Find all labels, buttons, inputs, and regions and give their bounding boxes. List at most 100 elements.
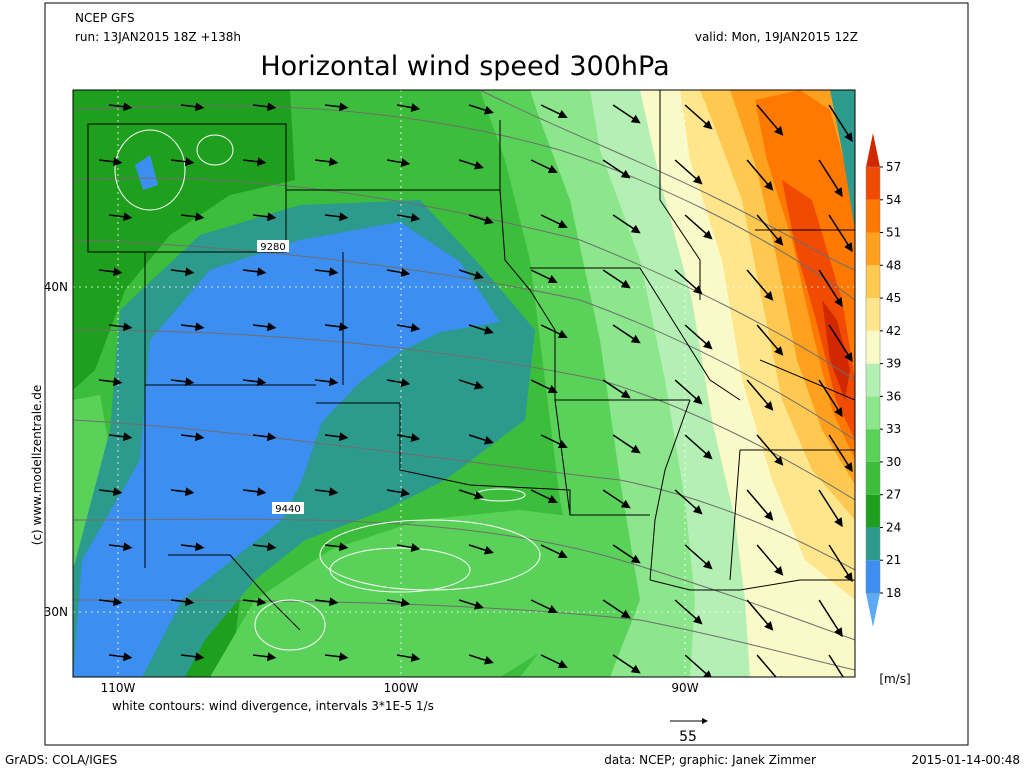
map-area (73, 90, 855, 677)
colorbar-bin (866, 429, 880, 462)
wind-vector (540, 434, 568, 449)
colorbar-tick-label: 51 (886, 226, 901, 240)
colorbar-bin (866, 593, 880, 627)
wind-vector (325, 542, 349, 552)
wind-vector (325, 102, 349, 112)
wind-vector (109, 652, 133, 662)
wind-vector (458, 489, 484, 500)
wind-vector (109, 432, 133, 442)
lon-label: 100W (384, 681, 419, 695)
field-fill (135, 155, 158, 190)
wind-vector (612, 544, 641, 564)
wind-vector (756, 104, 784, 136)
field-fill (822, 300, 850, 400)
wind-vector (612, 434, 641, 454)
wind-vector (325, 652, 349, 662)
wind-vector (396, 323, 421, 332)
divergence-contour (114, 129, 186, 211)
lon-label: 90W (671, 681, 698, 695)
wind-vector (171, 597, 195, 607)
wind-vector (243, 487, 267, 497)
wind-vector (468, 324, 494, 335)
wind-vector (109, 102, 133, 112)
wind-vector (540, 214, 568, 229)
wind-vector (468, 214, 494, 225)
wind-vector (109, 212, 133, 222)
height-contour (73, 518, 855, 641)
wind-vector (171, 267, 195, 277)
colorbar-tick-label: 27 (886, 488, 901, 502)
wind-vector (828, 214, 853, 253)
wind-vector (243, 267, 267, 277)
contour-label-box (272, 502, 304, 514)
wind-vector (756, 654, 784, 677)
wind-vector (109, 542, 133, 552)
divergence-contour (319, 519, 541, 591)
field-fill (210, 510, 620, 677)
field-fill (73, 222, 500, 677)
wind-vector (684, 434, 713, 460)
wind-vector (746, 489, 774, 521)
lon-label: 110W (101, 681, 136, 695)
colorbar-bin (866, 527, 880, 561)
colorbar-bin (866, 232, 880, 266)
colorbar-tick-label: 21 (886, 553, 901, 567)
divergence-note: white contours: wind divergence, interva… (112, 699, 434, 713)
contour-label: 9280 (260, 242, 285, 253)
wind-vector (530, 379, 558, 394)
wind-vector (674, 599, 703, 625)
wind-vector (458, 379, 484, 390)
field-fill (830, 90, 855, 230)
wind-vector (468, 104, 494, 115)
wind-vector (674, 489, 703, 515)
wind-vector (386, 158, 411, 167)
reference-vector-label: 55 (679, 729, 697, 745)
height-contour (73, 105, 855, 301)
wind-vector (386, 598, 411, 607)
wind-vector (612, 104, 641, 124)
wind-vector (602, 489, 631, 509)
colorbar-tick-label: 36 (886, 389, 901, 403)
wind-vector (171, 157, 195, 167)
wind-vector (828, 654, 845, 677)
colorbar-tick-label: 33 (886, 422, 901, 436)
wind-vector (612, 654, 641, 674)
wind-vector (315, 487, 339, 497)
wind-vector (99, 597, 123, 607)
wind-vector (315, 267, 339, 277)
run-label: run: 13JAN2015 18Z +138h (75, 30, 241, 44)
wind-vector (818, 489, 843, 528)
wind-vector (109, 322, 133, 332)
wind-vector (458, 159, 484, 170)
wind-vector (243, 157, 267, 167)
wind-vector (396, 543, 421, 552)
wind-vector (530, 159, 558, 174)
wind-vector (756, 544, 784, 576)
wind-vector (684, 104, 713, 130)
wind-vector (674, 269, 703, 295)
wind-vector (99, 267, 123, 277)
wind-vector (684, 544, 713, 570)
height-contour (73, 177, 855, 381)
colorbar-tick-label: 30 (886, 455, 901, 469)
wind-vector (181, 542, 205, 552)
colorbar-tick-label: 48 (886, 258, 901, 272)
colorbar-tick-label: 39 (886, 357, 901, 371)
divergence-contour (254, 599, 326, 651)
wind-vector (171, 487, 195, 497)
wind-vector (828, 544, 853, 583)
wind-vector (253, 322, 277, 332)
wind-vector (818, 599, 843, 638)
wind-vector (396, 213, 421, 222)
wind-vector (181, 212, 205, 222)
wind-vector (818, 269, 843, 308)
copyright: (c) www.modellzentrale.de (30, 385, 44, 545)
wind-vector (468, 654, 494, 665)
contour-label-box (257, 240, 289, 252)
wind-vector (243, 597, 267, 607)
wind-vector (674, 379, 703, 405)
model-label: NCEP GFS (75, 11, 135, 25)
wind-vector (458, 269, 484, 280)
wind-vector (396, 433, 421, 442)
